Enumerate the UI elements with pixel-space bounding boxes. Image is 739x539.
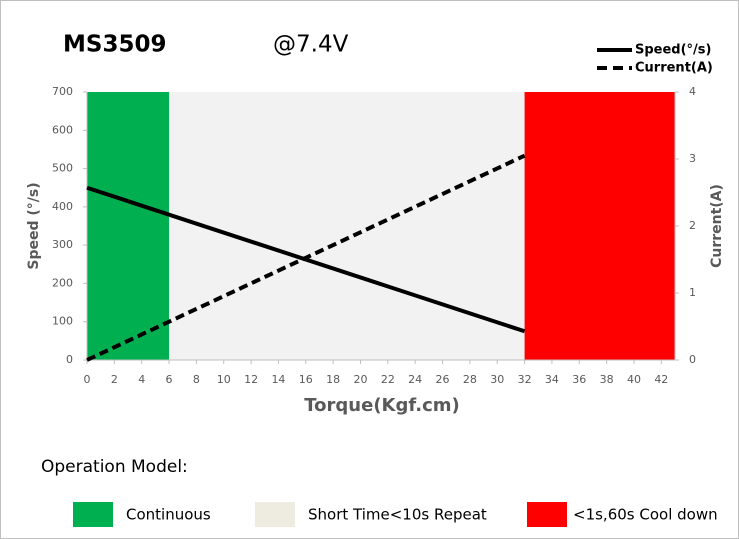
operation-band bbox=[169, 92, 525, 360]
chart-subtitle: @7.4V bbox=[273, 32, 349, 58]
y-tick-label: 200 bbox=[52, 276, 73, 289]
y2-tick-label: 0 bbox=[689, 353, 696, 366]
x-tick-label: 20 bbox=[353, 373, 367, 386]
y2-tick-label: 3 bbox=[689, 152, 696, 165]
band-legend-label: <1s,60s Cool down bbox=[573, 506, 718, 524]
x-tick-label: 12 bbox=[244, 373, 258, 386]
band-legend-swatch bbox=[73, 502, 113, 527]
x-tick-label: 38 bbox=[600, 373, 614, 386]
band-legend-swatch bbox=[527, 502, 567, 527]
x-tick-label: 0 bbox=[84, 373, 91, 386]
bands-title: Operation Model: bbox=[41, 457, 188, 477]
x-tick-label: 42 bbox=[654, 373, 668, 386]
y2-tick-label: 1 bbox=[689, 286, 696, 299]
x-tick-label: 6 bbox=[166, 373, 173, 386]
y2-tick-label: 4 bbox=[689, 85, 696, 98]
y-tick-label: 400 bbox=[52, 200, 73, 213]
x-axis-title: Torque(Kgf.cm) bbox=[304, 395, 459, 416]
y-tick-label: 600 bbox=[52, 123, 73, 136]
x-tick-label: 8 bbox=[193, 373, 200, 386]
series-line bbox=[86, 153, 526, 362]
x-tick-label: 40 bbox=[627, 373, 641, 386]
x-tick-label: 24 bbox=[408, 373, 422, 386]
legend-label: Current(A) bbox=[635, 61, 713, 76]
band-legend-swatch bbox=[255, 502, 295, 527]
band-legend-label: Short Time<10s Repeat bbox=[308, 506, 487, 524]
x-tick-label: 26 bbox=[436, 373, 450, 386]
x-tick-label: 14 bbox=[271, 373, 285, 386]
y2-tick-label: 2 bbox=[689, 219, 696, 232]
y-tick-label: 100 bbox=[52, 315, 73, 328]
chart-title: MS3509 bbox=[63, 32, 166, 58]
y-tick-label: 700 bbox=[52, 85, 73, 98]
x-tick-label: 4 bbox=[138, 373, 145, 386]
operation-band bbox=[524, 92, 675, 360]
x-tick-label: 16 bbox=[299, 373, 313, 386]
x-tick-label: 32 bbox=[518, 373, 532, 386]
legend-label: Speed(°/s) bbox=[635, 43, 711, 58]
y2-axis-title: Current(A) bbox=[709, 184, 725, 268]
y-tick-label: 300 bbox=[52, 238, 73, 251]
y-tick-label: 0 bbox=[66, 353, 73, 366]
x-tick-label: 2 bbox=[111, 373, 118, 386]
y-tick-label: 500 bbox=[52, 162, 73, 175]
x-tick-label: 10 bbox=[217, 373, 231, 386]
x-tick-label: 30 bbox=[490, 373, 504, 386]
x-tick-label: 34 bbox=[545, 373, 559, 386]
x-tick-label: 18 bbox=[326, 373, 340, 386]
x-tick-label: 28 bbox=[463, 373, 477, 386]
x-tick-label: 36 bbox=[572, 373, 586, 386]
x-tick-label: 22 bbox=[381, 373, 395, 386]
y-axis-title: Speed (°/s) bbox=[26, 182, 42, 269]
band-legend-label: Continuous bbox=[126, 506, 211, 524]
operation-band bbox=[87, 92, 170, 360]
